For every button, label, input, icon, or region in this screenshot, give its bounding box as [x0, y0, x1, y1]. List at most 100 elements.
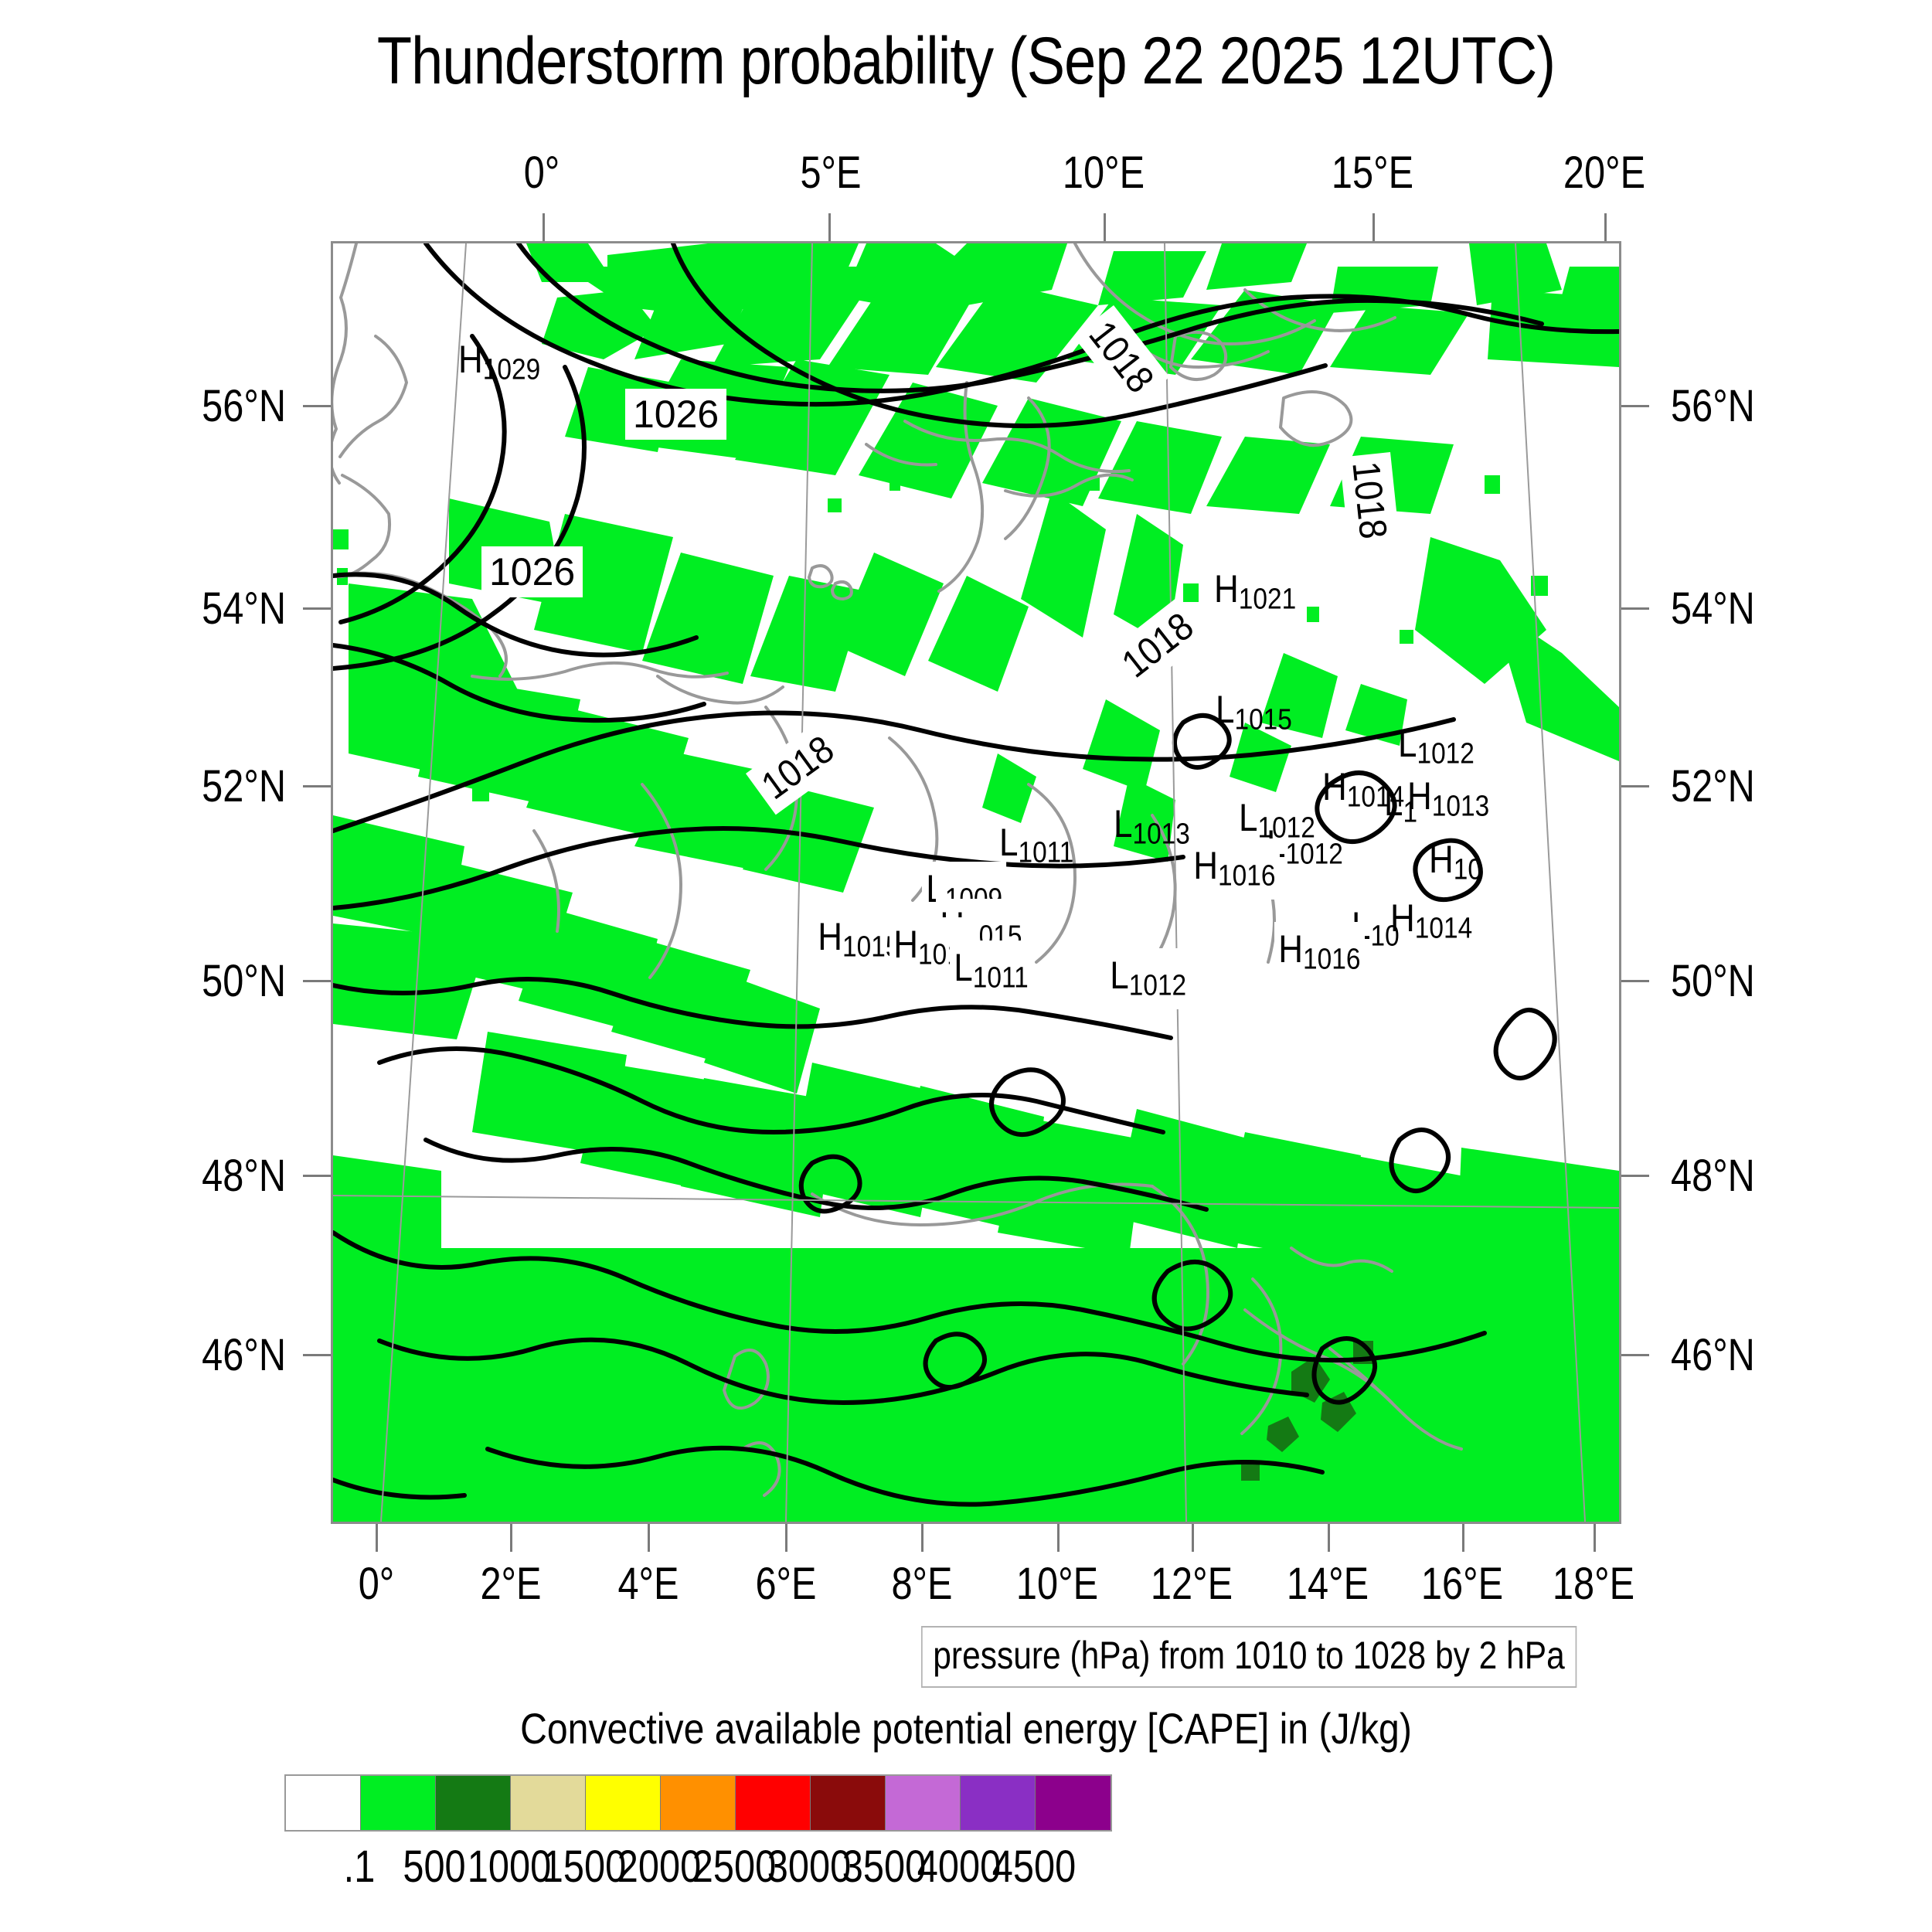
pressure-center-L-1013: L1013 — [1114, 802, 1190, 851]
page-title: Thunderstorm probability (Sep 22 2025 12… — [376, 24, 1556, 98]
colorbar-tick-1500: 1500 — [542, 1842, 627, 1892]
colorbar-tick-2000: 2000 — [617, 1842, 702, 1892]
axis-label-left-46: 46°N — [202, 1330, 286, 1380]
pressure-center-H-1010: H10 — [1429, 838, 1482, 886]
tick-left-52 — [303, 785, 331, 787]
axis-label-right-56: 56°N — [1671, 381, 1755, 431]
tick-top-5 — [828, 213, 831, 241]
tick-right-46 — [1621, 1354, 1649, 1356]
tick-bottom-10 — [1057, 1524, 1060, 1552]
colorbar-segment-2 — [436, 1776, 511, 1830]
colorbar-tick-3500: 3500 — [842, 1842, 927, 1892]
tick-top-10 — [1104, 213, 1106, 241]
axis-label-left-50: 50°N — [202, 956, 286, 1006]
tick-right-52 — [1621, 785, 1649, 787]
colorbar-tick-4000: 4000 — [917, 1842, 1002, 1892]
axis-label-right-48: 48°N — [1671, 1151, 1755, 1201]
axis-label-left-54: 54°N — [202, 583, 286, 634]
axis-label-top-5: 5°E — [800, 148, 862, 198]
colorbar-caption: Convective available potential energy [C… — [520, 1704, 1412, 1753]
tick-right-56 — [1621, 405, 1649, 407]
axis-label-bottom-14: 14°E — [1286, 1559, 1369, 1609]
axis-label-bottom-0: 0° — [358, 1559, 395, 1609]
colorbar — [284, 1774, 1112, 1832]
graticule-layer — [333, 243, 1619, 1522]
contour-label-1026-a: 1026 — [625, 389, 727, 440]
tick-bottom-0 — [376, 1524, 378, 1552]
axis-label-bottom-2: 2°E — [480, 1559, 542, 1609]
axis-label-top-20: 20°E — [1563, 148, 1646, 198]
tick-bottom-12 — [1192, 1524, 1194, 1552]
axis-label-bottom-4: 4°E — [617, 1559, 679, 1609]
tick-left-46 — [303, 1354, 331, 1356]
tick-bottom-2 — [510, 1524, 512, 1552]
isobar-layer — [333, 243, 1619, 1507]
colorbar-segment-9 — [961, 1776, 1036, 1830]
pressure-center-H-1016-a: H1016 — [1189, 838, 1280, 900]
colorbar-tick-labels: .1 500 1000 1500 2000 2500 3000 3500 4000 4500 — [284, 1841, 1109, 1895]
axis-label-left-56: 56°N — [202, 381, 286, 431]
colorbar-segment-3 — [511, 1776, 586, 1830]
tick-top-15 — [1372, 213, 1375, 241]
pressure-center-L-1012-clipped: L1 — [1384, 781, 1418, 829]
pressure-contour-note: pressure (hPa) from 1010 to 1028 by 2 hP… — [921, 1626, 1577, 1688]
tick-right-50 — [1621, 980, 1649, 982]
pressure-center-H-1013: H1013 — [1407, 774, 1490, 823]
tick-bottom-6 — [785, 1524, 787, 1552]
colorbar-segment-0 — [286, 1776, 361, 1830]
tick-left-48 — [303, 1175, 331, 1177]
contour-label-1026-b: 1026 — [481, 546, 583, 597]
pressure-center-H-1021: H1021 — [1214, 567, 1297, 616]
colorbar-tick-2500: 2500 — [692, 1842, 777, 1892]
axis-label-left-52: 52°N — [202, 761, 286, 811]
axis-label-top-0: 0° — [523, 148, 560, 198]
tick-right-48 — [1621, 1175, 1649, 1177]
pressure-center-H-1016-b: H1016 — [1274, 922, 1365, 984]
axis-label-top-15: 15°E — [1331, 148, 1414, 198]
axis-label-bottom-6: 6°E — [755, 1559, 817, 1609]
axis-label-bottom-12: 12°E — [1150, 1559, 1233, 1609]
map-panel: H1029 1026 1026 1018 1018 1018 1018 H102… — [331, 241, 1621, 1524]
tick-right-54 — [1621, 607, 1649, 610]
colorbar-tick-3000: 3000 — [767, 1842, 852, 1892]
pressure-center-H-1014-a: H1014 — [1322, 765, 1405, 814]
colorbar-segment-8 — [886, 1776, 961, 1830]
colorbar-segment-5 — [661, 1776, 736, 1830]
colorbar-tick-4500: 4500 — [992, 1842, 1077, 1892]
colorbar-segment-1 — [361, 1776, 436, 1830]
axis-label-bottom-8: 8°E — [891, 1559, 953, 1609]
axis-label-bottom-16: 16°E — [1420, 1559, 1504, 1609]
colorbar-segment-10 — [1036, 1776, 1111, 1830]
pressure-center-L-1015: L1015 — [1216, 688, 1292, 736]
tick-top-20 — [1604, 213, 1607, 241]
axis-label-right-50: 50°N — [1671, 956, 1755, 1006]
colorbar-tick-.1: .1 — [343, 1842, 376, 1892]
pressure-center-L-1012-a: L1012 — [1398, 722, 1475, 770]
axis-label-bottom-10: 10°E — [1015, 1559, 1099, 1609]
tick-left-50 — [303, 980, 331, 982]
colorbar-tick-1000: 1000 — [467, 1842, 552, 1892]
colorbar-segment-7 — [811, 1776, 886, 1830]
pressure-center-L-1012-b: L1012 — [1239, 796, 1315, 845]
pressure-center-L-1012-d: L1012 — [1106, 948, 1191, 1010]
tick-bottom-18 — [1594, 1524, 1596, 1552]
tick-bottom-14 — [1328, 1524, 1330, 1552]
tick-left-54 — [303, 607, 331, 610]
axis-label-right-52: 52°N — [1671, 761, 1755, 811]
axis-label-top-10: 10°E — [1062, 148, 1145, 198]
pressure-center-L-1011-b: L1011 — [950, 940, 1032, 1002]
pressure-center-H-1014-b: H1014 — [1390, 896, 1473, 945]
pressure-center-H-1029: H1029 — [458, 338, 541, 386]
contour-label-1018-east: 1018 — [1339, 452, 1400, 549]
tick-left-56 — [303, 405, 331, 407]
tick-bottom-8 — [921, 1524, 923, 1552]
tick-top-0 — [543, 213, 545, 241]
map-frame: H1029 1026 1026 1018 1018 1018 1018 H102… — [331, 241, 1621, 1524]
colorbar-tick-500: 500 — [403, 1842, 466, 1892]
colorbar-segment-6 — [736, 1776, 811, 1830]
pressure-center-L-1011-a: L1011 — [999, 821, 1074, 869]
axis-label-right-54: 54°N — [1671, 583, 1755, 634]
pressure-center-H-1015-a: H1015 — [814, 910, 904, 971]
axis-label-right-46: 46°N — [1671, 1330, 1755, 1380]
colorbar-segment-4 — [586, 1776, 661, 1830]
